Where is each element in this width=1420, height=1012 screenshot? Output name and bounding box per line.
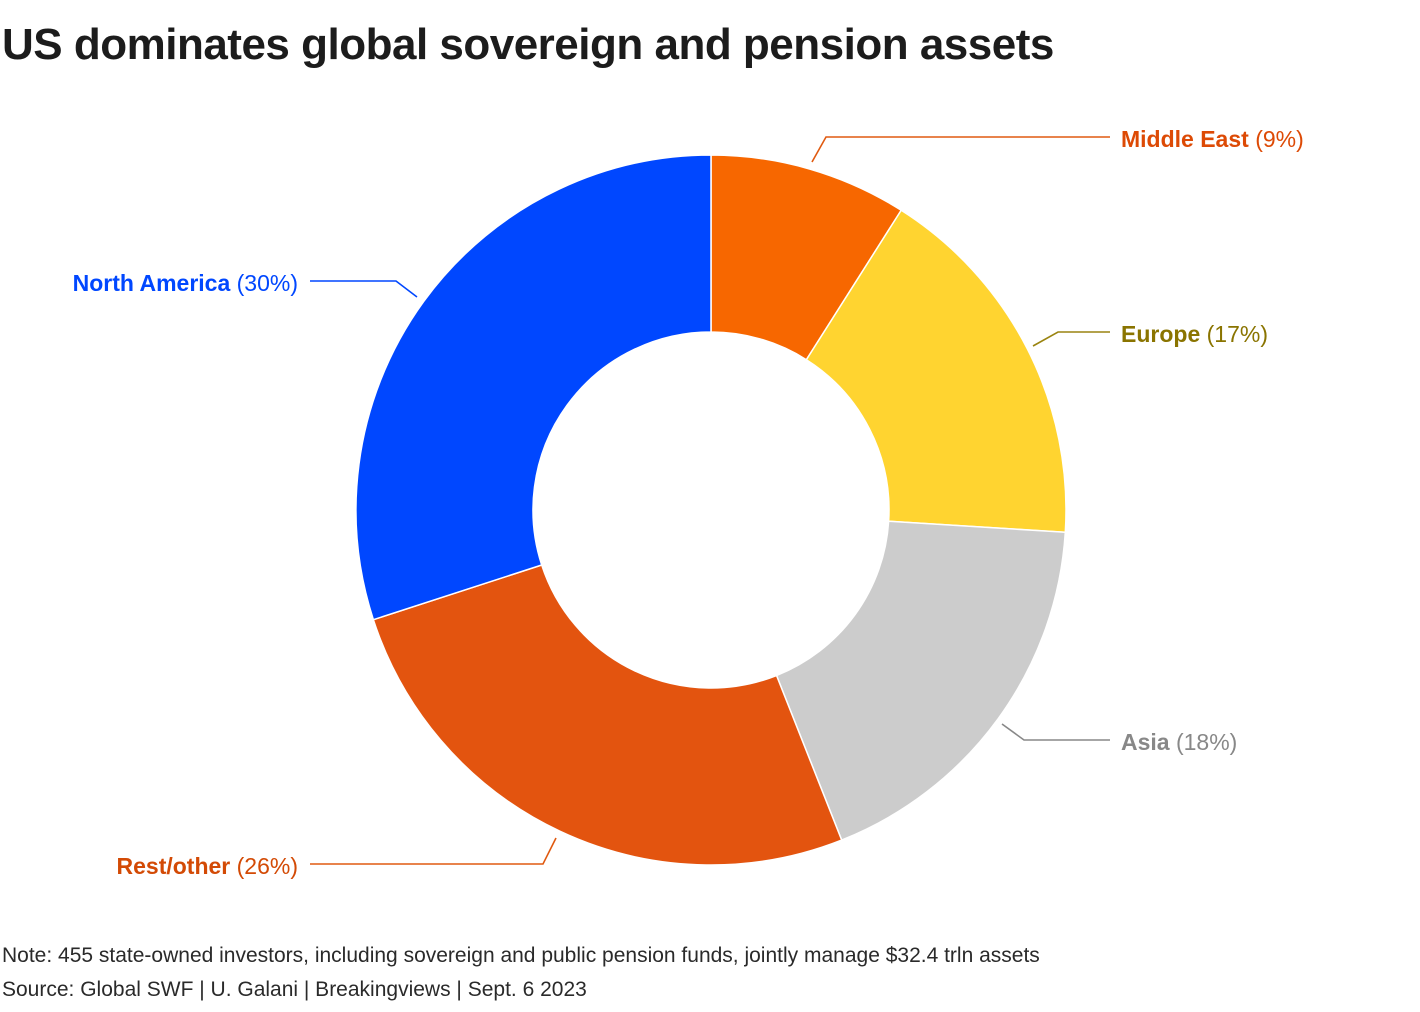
slice-europe xyxy=(805,209,1067,534)
leader-line-asia xyxy=(1001,723,1110,741)
leader-line-europe xyxy=(1032,331,1110,347)
chart-title: US dominates global sovereign and pensio… xyxy=(2,20,1054,69)
label-pct-north-america: (30%) xyxy=(230,270,298,296)
leader-line-rest-other xyxy=(310,837,557,865)
label-leader-lines xyxy=(310,136,1110,865)
label-asia: Asia (18%) xyxy=(1121,729,1237,755)
label-name-asia: Asia xyxy=(1121,729,1170,755)
label-name-middle-east: Middle East xyxy=(1121,126,1249,152)
label-pct-europe: (17%) xyxy=(1200,321,1268,347)
label-europe: Europe (17%) xyxy=(1121,321,1268,347)
label-north-america: North America (30%) xyxy=(73,270,298,296)
leader-line-north-america xyxy=(310,280,418,298)
label-name-europe: Europe xyxy=(1121,321,1200,347)
slice-north-america xyxy=(355,154,712,621)
label-middle-east: Middle East (9%) xyxy=(1121,126,1304,152)
label-pct-middle-east: (9%) xyxy=(1249,126,1304,152)
label-name-rest-other: Rest/other xyxy=(117,853,231,879)
chart-source: Source: Global SWF | U. Galani | Breakin… xyxy=(2,978,587,1001)
leader-line-middle-east xyxy=(811,136,1110,163)
slice-rest-other xyxy=(372,564,843,866)
chart-note: Note: 455 state-owned investors, includi… xyxy=(2,944,1040,967)
slice-asia xyxy=(775,520,1067,842)
label-pct-asia: (18%) xyxy=(1170,729,1238,755)
label-pct-rest-other: (26%) xyxy=(230,853,298,879)
slice-labels: Middle East (9%) Europe (17%) Asia (18%) Re… xyxy=(73,126,1304,879)
label-name-north-america: North America xyxy=(73,270,231,296)
donut-slices xyxy=(355,154,1067,866)
label-rest-other: Rest/other (26%) xyxy=(117,853,299,879)
